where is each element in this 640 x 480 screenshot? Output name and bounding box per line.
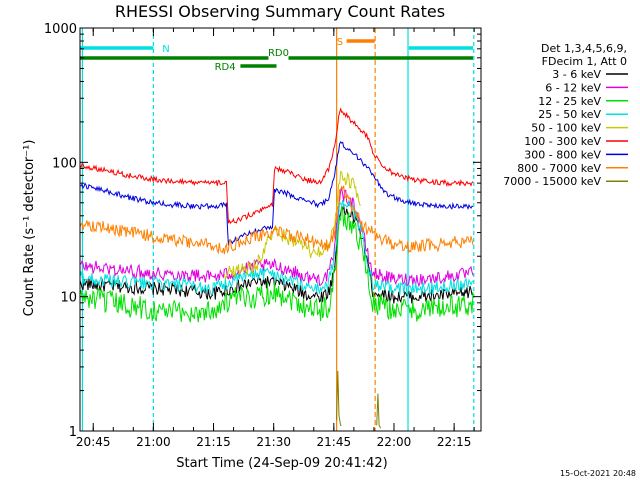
legend-label-6: 300 - 800 keV: [524, 148, 601, 161]
series-line-8: [336, 370, 382, 429]
legend-label-5: 100 - 300 keV: [524, 135, 601, 148]
x-tick-label-1: 21:00: [136, 435, 171, 449]
annot-label-s: S: [337, 37, 343, 48]
legend-label-7: 800 - 7000 keV: [517, 162, 601, 175]
footer-timestamp: 15-Oct-2021 20:48: [560, 469, 636, 478]
y-tick-label-0: 1: [69, 425, 77, 440]
annot-label-rd4: RD4: [215, 62, 236, 73]
plot-frame: [79, 27, 482, 432]
y-tick-label-2: 100: [52, 156, 77, 171]
legend-label-4: 50 - 100 keV: [531, 122, 601, 135]
annotation-bars: N RD0 RD4 S: [80, 37, 473, 73]
series-layer: [79, 107, 474, 429]
axes: 20:45 21:00 21:15 21:30 21:45 22:00 22:15 1 10 10…: [44, 22, 481, 449]
series-line-6: [79, 141, 474, 246]
x-tick-label-3: 21:30: [256, 435, 291, 449]
legend-header-1: FDecim 1, Att 0: [542, 55, 627, 68]
x-tick-label-4: 21:45: [317, 435, 352, 449]
annot-label-rd0: RD0: [268, 48, 289, 59]
series-line-7: [79, 185, 474, 255]
y-tick-label-3: 1000: [44, 22, 77, 37]
y-axis-label: Count Rate (s⁻¹ detector⁻¹): [22, 140, 37, 317]
series-line-5: [79, 107, 474, 225]
legend-label-2: 12 - 25 keV: [538, 95, 601, 108]
annot-label-n: N: [162, 44, 169, 55]
series-line-2: [79, 206, 474, 323]
x-tick-label-5: 22:00: [377, 435, 412, 449]
series-line-4: [223, 170, 362, 281]
series-line-3: [79, 199, 474, 297]
legend: Det 1,3,4,5,6,9,FDecim 1, Att 03 - 6 keV…: [503, 42, 628, 188]
legend-label-8: 7000 - 15000 keV: [503, 175, 601, 188]
legend-label-1: 6 - 12 keV: [545, 81, 601, 94]
y-tick-label-1: 10: [60, 291, 77, 306]
x-tick-label-0: 20:45: [76, 435, 111, 449]
x-axis-label: Start Time (24-Sep-09 20:41:42): [176, 456, 387, 471]
chart-title: RHESSI Observing Summary Count Rates: [115, 2, 445, 21]
legend-label-0: 3 - 6 keV: [552, 68, 601, 81]
legend-label-3: 25 - 50 keV: [538, 108, 601, 121]
x-tick-label-6: 22:15: [437, 435, 472, 449]
series-line-1: [79, 187, 474, 288]
legend-header-0: Det 1,3,4,5,6,9,: [541, 42, 627, 55]
x-tick-label-2: 21:15: [196, 435, 231, 449]
